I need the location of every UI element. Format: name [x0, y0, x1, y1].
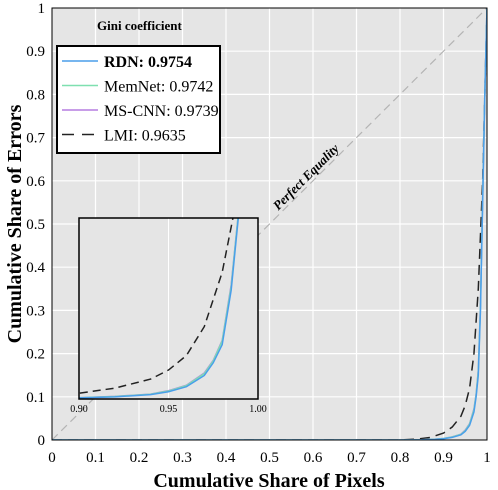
x-tick-label: 0.5: [260, 450, 279, 466]
y-tick-label: 1: [38, 1, 46, 17]
legend: RDN: 0.9754 MemNet: 0.9742 MS-CNN: 0.9739 L…: [56, 45, 221, 154]
y-tick-label: 0.5: [26, 217, 45, 233]
x-tick-label: 0.7: [347, 450, 366, 466]
y-tick-labels: 0 0.1 0.2 0.3 0.4 0.5 0.6 0.7 0.8 0.9 1: [26, 1, 45, 449]
x-tick-label: 0: [48, 450, 56, 466]
inset-x-tick-label: 0.95: [160, 404, 178, 415]
plot-frame: [51, 7, 488, 441]
legend-label: MS-CNN: 0.9739: [104, 103, 219, 120]
inset-x-tick-label: 0.90: [70, 404, 88, 415]
x-tick-label: 0.2: [130, 450, 149, 466]
x-tick-label: 1: [483, 450, 491, 466]
y-tick-label: 0: [38, 433, 46, 449]
y-tick-label: 0.9: [26, 44, 45, 60]
y-tick-label: 0.7: [26, 131, 45, 147]
x-tick-label: 0.4: [217, 450, 236, 466]
x-tick-label: 0.1: [86, 450, 105, 466]
series-line-3: [52, 8, 487, 440]
legend-title: Gini coefficient: [97, 18, 183, 33]
x-tick-label: 0.3: [173, 450, 192, 466]
inset-series-line-0: [79, 218, 240, 399]
inset-chart: 0.90 0.95 1.00: [70, 217, 267, 415]
inset-series-line-3: [79, 218, 234, 394]
y-axis-label: Cumulative Share of Errors: [4, 104, 26, 343]
x-tick-label: 0.8: [391, 450, 410, 466]
inset-series-group: [79, 218, 240, 399]
y-tick-label: 0.1: [26, 390, 45, 406]
perfect-equality-group: [51, 7, 488, 441]
x-tick-label: 0.9: [434, 450, 453, 466]
y-tick-label: 0.2: [26, 347, 45, 363]
x-tick-label: 0.6: [304, 450, 323, 466]
y-tick-label: 0.6: [26, 174, 45, 190]
perfect-equality-line: [51, 7, 488, 441]
x-axis-label: Cumulative Share of Pixels: [153, 470, 385, 490]
inset-x-tick-labels: 0.90 0.95 1.00: [70, 404, 267, 415]
legend-label: MemNet: 0.9742: [104, 79, 213, 96]
y-tick-label: 0.8: [26, 87, 45, 103]
x-tick-labels: 0 0.1 0.2 0.3 0.4 0.5 0.6 0.7 0.8 0.9 1: [48, 450, 491, 466]
legend-label: RDN: 0.9754: [104, 54, 192, 71]
legend-items: RDN: 0.9754 MemNet: 0.9742 MS-CNN: 0.9739 L…: [62, 54, 219, 145]
y-tick-label: 0.3: [26, 303, 45, 319]
inset-frame: [78, 217, 259, 400]
y-tick-label: 0.4: [26, 260, 45, 276]
inset-x-tick-label: 1.00: [249, 404, 267, 415]
legend-label: LMI: 0.9635: [104, 128, 186, 145]
